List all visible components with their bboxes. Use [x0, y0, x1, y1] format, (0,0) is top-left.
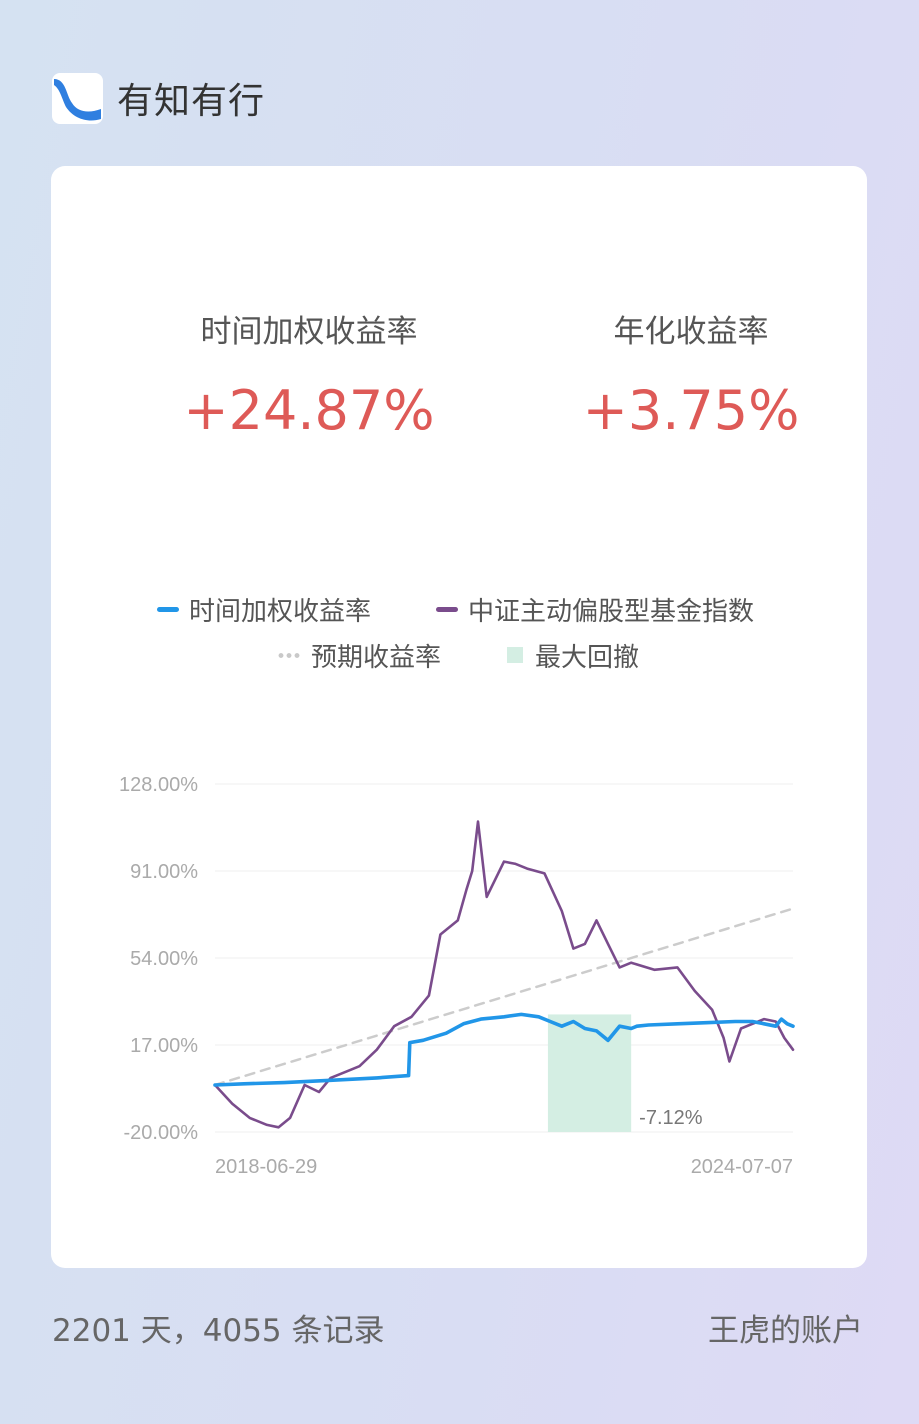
y-tick-label: 91.00% — [130, 861, 198, 883]
y-tick-label: 54.00% — [130, 948, 198, 970]
legend-line-twr-icon — [157, 606, 179, 612]
expected-line — [213, 907, 795, 1087]
annual-label: 年化收益率 — [613, 314, 769, 350]
twr-value: +24.87% — [183, 379, 435, 442]
legend-line-index-icon — [436, 606, 458, 612]
y-tick-label: -20.00% — [124, 1122, 199, 1144]
x-tick-label-start: 2018-06-29 — [215, 1156, 317, 1178]
legend-item-index[interactable]: 中证主动偏股型基金指数 — [436, 592, 755, 627]
max-drawdown-label: -7.12% — [639, 1107, 703, 1129]
y-tick-label: 17.00% — [130, 1035, 198, 1057]
twr-line — [213, 1012, 795, 1087]
legend-label-expected: 预期收益率 — [311, 642, 442, 673]
legend-label-drawdown: 最大回撤 — [535, 642, 640, 673]
returns-card: 时间加权收益率 +24.87% 年化收益率 +3.75% 时间加权收益率 中证主… — [51, 166, 867, 1268]
x-tick-label-end: 2024-07-07 — [691, 1156, 793, 1178]
legend-label-index: 中证主动偏股型基金指数 — [468, 596, 755, 627]
twr-stat: 时间加权收益率 +24.87% — [103, 312, 515, 446]
brand-name: 有知有行 — [117, 81, 266, 122]
legend-item-twr[interactable]: 时间加权收益率 — [157, 592, 372, 627]
returns-chart: 128.00% 91.00% 54.00% 17.00% -20.00% -7.12% 20… — [119, 774, 795, 1178]
max-drawdown-band — [547, 1014, 632, 1132]
legend-label-twr: 时间加权收益率 — [189, 596, 372, 627]
y-tick-label: 128.00% — [119, 774, 198, 796]
legend-box-drawdown-icon — [507, 647, 523, 663]
legend-item-expected[interactable]: 预期收益率 — [277, 638, 442, 673]
annual-value: +3.75% — [582, 379, 800, 442]
annual-stat: 年化收益率 +3.75% — [481, 312, 901, 446]
records-summary: 2201 天，4055 条记录 — [52, 1313, 385, 1349]
legend-dots-expected-icon — [277, 652, 301, 658]
brand: 有知有行 — [52, 72, 265, 124]
twr-label: 时间加权收益率 — [200, 314, 418, 350]
wave-logo-icon — [52, 72, 103, 124]
index-line — [213, 820, 795, 1129]
account-name[interactable]: 王虎的账户 — [708, 1313, 863, 1349]
legend-item-drawdown[interactable]: 最大回撤 — [507, 638, 640, 673]
